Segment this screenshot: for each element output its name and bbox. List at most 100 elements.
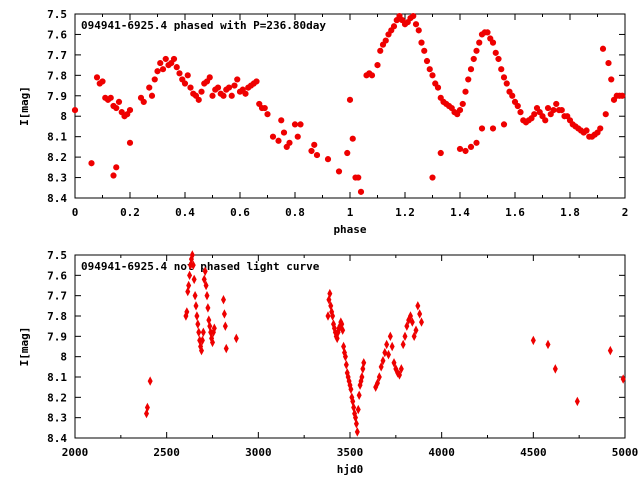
y-tick-label: 7.6: [47, 269, 67, 282]
data-point: [93, 74, 101, 81]
data-point: [374, 378, 381, 388]
data-point: [360, 364, 366, 374]
x-tick-label: 4500: [520, 446, 547, 459]
data-point: [159, 66, 167, 73]
data-point: [467, 66, 475, 73]
data-point: [437, 94, 444, 101]
data-point: [355, 404, 361, 415]
data-point: [140, 98, 147, 106]
data-point: [144, 402, 150, 413]
data-point: [327, 288, 333, 299]
data-point: [143, 408, 150, 419]
data-point: [531, 111, 538, 118]
data-point: [533, 104, 541, 112]
data-point: [418, 317, 425, 327]
data-point: [264, 111, 271, 118]
data-point: [417, 309, 423, 319]
data-point: [191, 274, 197, 285]
data-point: [374, 62, 381, 69]
x-tick-label: 0: [72, 206, 79, 219]
data-point: [204, 290, 210, 301]
data-point: [209, 92, 216, 99]
data-point: [275, 137, 282, 144]
chart-title: 094941-6925.4 phased with P=236.80day: [81, 19, 326, 32]
data-point: [355, 174, 362, 181]
data-point: [542, 117, 549, 124]
data-point: [448, 104, 455, 112]
data-point: [88, 160, 95, 167]
data-point: [346, 96, 354, 103]
data-point: [545, 339, 551, 350]
data-point: [376, 372, 382, 382]
data-point: [407, 311, 414, 321]
data-point: [359, 372, 365, 382]
data-point: [126, 139, 134, 146]
data-point: [176, 70, 183, 77]
plot-frame: [74, 254, 626, 439]
data-point: [503, 80, 510, 87]
data-point: [409, 317, 415, 327]
data-point: [187, 270, 193, 281]
data-point: [530, 335, 536, 346]
data-point: [467, 143, 475, 150]
data-point: [221, 309, 227, 319]
data-point: [354, 427, 360, 437]
data-point: [192, 92, 200, 99]
data-point: [456, 145, 464, 153]
data-point: [147, 376, 153, 386]
data-point: [426, 66, 433, 73]
data-point: [199, 335, 205, 346]
data-point: [379, 41, 387, 48]
data-point: [509, 92, 516, 99]
data-point: [473, 47, 480, 54]
x-tick-label: 3500: [337, 446, 364, 459]
y-tick-label: 7.5: [47, 8, 67, 21]
data-point: [382, 347, 388, 358]
x-tick-label: 2500: [153, 446, 180, 459]
data-point: [168, 59, 175, 67]
data-point: [193, 301, 199, 311]
data-point: [352, 412, 359, 423]
y-tick-label: 7.5: [47, 249, 67, 262]
x-tick-label: 2000: [62, 446, 89, 459]
x-tick-label: 0.2: [120, 206, 140, 219]
y-tick-label: 8.3: [47, 172, 67, 185]
data-point: [411, 331, 417, 342]
data-point: [349, 135, 356, 142]
data-point: [536, 109, 543, 116]
data-point: [456, 106, 464, 114]
data-point: [137, 94, 145, 101]
data-point: [385, 349, 392, 360]
data-point: [454, 111, 461, 118]
data-point: [195, 319, 201, 329]
data-point: [157, 59, 164, 67]
data-point: [620, 374, 626, 384]
data-point: [124, 111, 131, 118]
data-point: [500, 74, 508, 81]
y-axis-label: I[mag]: [18, 327, 31, 367]
data-point: [500, 121, 508, 128]
x-tick-label: 1.4: [450, 206, 470, 219]
data-point: [220, 92, 227, 99]
data-point: [294, 133, 301, 140]
data-point: [207, 321, 213, 331]
data-point: [328, 301, 334, 311]
data-point: [378, 362, 384, 372]
data-point: [429, 174, 436, 181]
x-tick-label: 1.8: [560, 206, 580, 219]
data-point: [118, 109, 125, 116]
data-point: [308, 147, 315, 155]
data-point: [200, 327, 206, 337]
data-point: [231, 82, 238, 89]
x-tick-label: 0.6: [230, 206, 250, 219]
data-point: [399, 17, 406, 24]
data-point: [393, 17, 400, 24]
data-point: [385, 31, 392, 38]
data-point: [619, 92, 626, 99]
data-point: [415, 301, 421, 311]
data-point: [113, 104, 120, 112]
data-point: [256, 100, 263, 108]
data-point: [186, 280, 192, 291]
data-point: [233, 333, 239, 344]
data-point: [162, 55, 169, 63]
